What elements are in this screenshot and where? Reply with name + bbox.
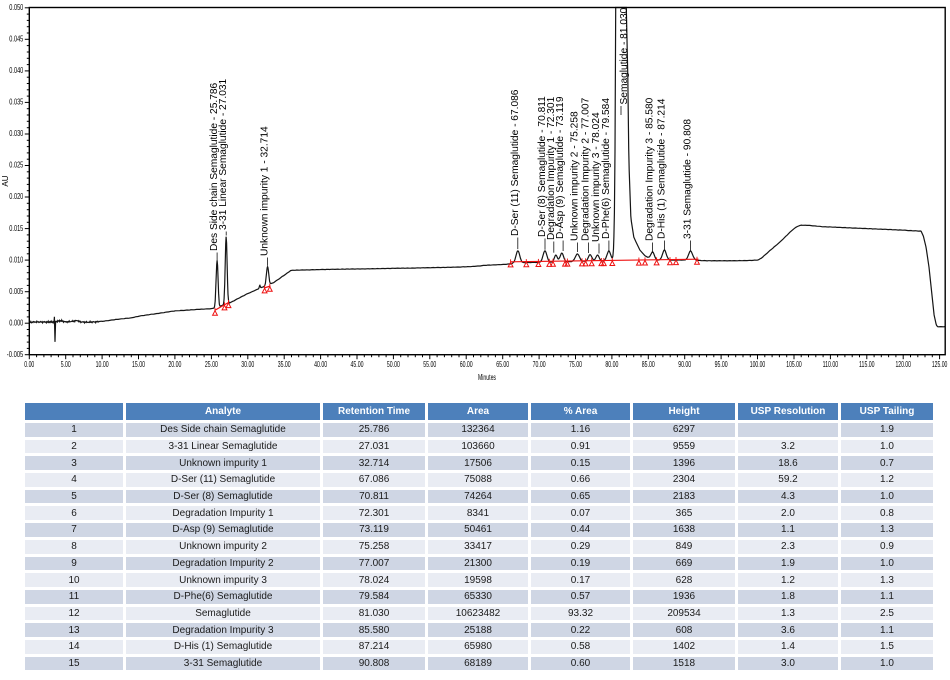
svg-text:30.00: 30.00 (241, 360, 254, 369)
svg-text:D-His (1) Semaglutide - 87.214: D-His (1) Semaglutide - 87.214 (656, 98, 667, 239)
svg-text:100.00: 100.00 (750, 360, 766, 369)
svg-text:15.00: 15.00 (132, 360, 145, 369)
svg-text:0.035: 0.035 (9, 98, 23, 107)
svg-text:D-Asp (9) Semaglutide - 73.119: D-Asp (9) Semaglutide - 73.119 (555, 96, 566, 239)
svg-text:50.00: 50.00 (387, 360, 400, 369)
svg-text:5.00: 5.00 (61, 360, 71, 369)
svg-text:0.005: 0.005 (9, 287, 23, 296)
svg-text:0.000: 0.000 (9, 318, 23, 327)
svg-text:Des Side chain Semaglutide - 2: Des Side chain Semaglutide - 25.786 (209, 82, 220, 251)
svg-text:D-Phe(6) Semaglutide - 79.584: D-Phe(6) Semaglutide - 79.584 (601, 98, 612, 239)
svg-text:40.00: 40.00 (314, 360, 327, 369)
svg-text:75.00: 75.00 (569, 360, 582, 369)
svg-text:Unknown impurity 1 - 32.714: Unknown impurity 1 - 32.714 (260, 126, 271, 256)
svg-text:25.00: 25.00 (205, 360, 218, 369)
svg-text:55.00: 55.00 (423, 360, 436, 369)
svg-text:105.00: 105.00 (786, 360, 802, 369)
svg-text:Degradation Impurity 1 - 72.30: Degradation Impurity 1 - 72.301 (546, 96, 557, 240)
svg-text:0.040: 0.040 (9, 66, 23, 75)
svg-text:115.00: 115.00 (859, 360, 875, 369)
svg-text:-0.005: -0.005 (7, 350, 24, 359)
svg-text:90.00: 90.00 (678, 360, 691, 369)
svg-text:70.00: 70.00 (533, 360, 546, 369)
svg-text:0.030: 0.030 (9, 129, 23, 138)
svg-text:60.00: 60.00 (460, 360, 473, 369)
svg-text:Degradation Impurity 3 - 85.58: Degradation Impurity 3 - 85.580 (645, 97, 656, 241)
svg-text:0.050: 0.050 (9, 3, 23, 12)
svg-text:125.00: 125.00 (932, 360, 948, 369)
svg-text:80.00: 80.00 (605, 360, 618, 369)
svg-text:110.00: 110.00 (823, 360, 839, 369)
svg-text:45.00: 45.00 (351, 360, 364, 369)
svg-text:85.00: 85.00 (642, 360, 655, 369)
svg-text:120.00: 120.00 (895, 360, 911, 369)
svg-text:Minutes: Minutes (478, 373, 496, 382)
svg-text:0.025: 0.025 (9, 161, 23, 170)
svg-text:35.00: 35.00 (278, 360, 291, 369)
svg-text:20.00: 20.00 (168, 360, 181, 369)
svg-text:0.00: 0.00 (24, 360, 34, 369)
svg-text:0.010: 0.010 (9, 255, 23, 264)
svg-text:Degradation Impurity 2 - 77.00: Degradation Impurity 2 - 77.007 (581, 97, 592, 241)
svg-text:65.00: 65.00 (496, 360, 509, 369)
svg-text:0.015: 0.015 (9, 224, 23, 233)
svg-text:95.00: 95.00 (715, 360, 728, 369)
svg-text:10.00: 10.00 (96, 360, 109, 369)
svg-text:Semaglutide - 81.030: Semaglutide - 81.030 (619, 7, 630, 104)
svg-text:3-31 Linear Semaglutide - 27.0: 3-31 Linear Semaglutide - 27.031 (218, 78, 229, 230)
svg-text:3-31 Semaglutide - 90.808: 3-31 Semaglutide - 90.808 (683, 119, 694, 239)
svg-text:D-Ser (8) Semaglutide - 70.811: D-Ser (8) Semaglutide - 70.811 (537, 96, 548, 237)
svg-text:0.020: 0.020 (9, 192, 23, 201)
svg-text:Unknown impurity 2 - 75.258: Unknown impurity 2 - 75.258 (569, 111, 580, 241)
svg-text:D-Ser (11) Semaglutide - 67.08: D-Ser (11) Semaglutide - 67.086 (510, 89, 521, 236)
svg-text:0.045: 0.045 (9, 35, 23, 44)
svg-text:Unknown impurity 3 - 78.024: Unknown impurity 3 - 78.024 (591, 112, 602, 242)
svg-text:AU: AU (1, 175, 10, 186)
